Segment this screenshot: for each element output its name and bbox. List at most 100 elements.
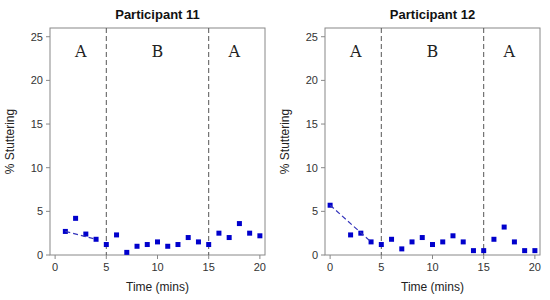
plot-frame xyxy=(325,28,540,255)
y-tick-label: 10 xyxy=(31,162,43,174)
figure: 0 5 10 15 20 0 5 10 15 20 25 A B A Participant 11 Time … xyxy=(0,0,550,300)
x-tick xyxy=(106,255,107,259)
x-tick xyxy=(157,255,158,259)
x-tick-label: 15 xyxy=(478,261,490,273)
y-tick xyxy=(46,211,50,212)
y-tick xyxy=(321,124,325,125)
data-point xyxy=(155,239,160,244)
data-point xyxy=(175,242,180,247)
data-point xyxy=(450,233,455,238)
x-axis-label: Time (mins) xyxy=(126,280,189,294)
x-axis-label: Time (mins) xyxy=(401,280,464,294)
y-axis-label: % Stuttering xyxy=(278,109,292,174)
y-tick-label: 10 xyxy=(306,162,318,174)
y-tick xyxy=(46,167,50,168)
data-point xyxy=(247,231,252,236)
data-point xyxy=(227,235,232,240)
y-tick xyxy=(321,211,325,212)
x-tick-label: 10 xyxy=(426,261,438,273)
x-tick xyxy=(259,255,260,259)
data-point xyxy=(348,232,353,237)
data-point xyxy=(145,242,150,247)
data-point xyxy=(502,225,507,230)
phase-label: B xyxy=(152,42,164,61)
x-tick-label: 5 xyxy=(103,261,109,273)
data-point xyxy=(73,216,78,221)
chart-title: Participant 11 xyxy=(115,7,200,22)
data-point xyxy=(522,248,527,253)
y-tick xyxy=(321,36,325,37)
chart-title: Participant 12 xyxy=(390,7,475,22)
y-tick xyxy=(46,124,50,125)
y-tick-label: 0 xyxy=(312,249,318,261)
y-axis-label: % Stuttering xyxy=(3,109,17,174)
data-point xyxy=(237,221,242,226)
x-tick-label: 20 xyxy=(529,261,541,273)
data-point xyxy=(216,231,221,236)
y-tick-label: 25 xyxy=(31,31,43,43)
data-point xyxy=(104,242,109,247)
data-point xyxy=(196,239,201,244)
y-tick-label: 5 xyxy=(37,205,43,217)
x-tick xyxy=(330,255,331,259)
data-point xyxy=(206,242,211,247)
data-point xyxy=(491,237,496,242)
y-tick xyxy=(46,255,50,256)
phase-label: A xyxy=(74,42,87,61)
data-point xyxy=(257,233,262,238)
phase-line xyxy=(483,28,484,255)
data-point xyxy=(114,232,119,237)
y-tick xyxy=(321,80,325,81)
y-tick-label: 15 xyxy=(31,118,43,130)
x-tick xyxy=(483,255,484,259)
data-point xyxy=(389,237,394,242)
panel: 051015200510152025ABAParticipant 11Time … xyxy=(3,7,266,294)
data-point xyxy=(481,248,486,253)
connecting-line xyxy=(65,231,96,239)
data-point xyxy=(440,239,445,244)
data-point xyxy=(165,244,170,249)
phase-label: A xyxy=(349,42,362,61)
y-tick-label: 20 xyxy=(31,74,43,86)
y-tick-label: 15 xyxy=(306,118,318,130)
x-tick-label: 0 xyxy=(327,261,333,273)
data-point xyxy=(410,239,415,244)
data-point xyxy=(420,235,425,240)
data-point xyxy=(94,237,99,242)
plot-area xyxy=(63,28,263,255)
data-point xyxy=(471,248,476,253)
y-tick-label: 20 xyxy=(306,74,318,86)
x-tick-label: 20 xyxy=(254,261,266,273)
data-point xyxy=(430,242,435,247)
x-tick xyxy=(432,255,433,259)
data-point xyxy=(512,239,517,244)
phase-line xyxy=(208,28,209,255)
connecting-line xyxy=(330,205,371,242)
phase-line xyxy=(381,28,382,255)
data-point xyxy=(124,250,129,255)
plot-frame xyxy=(50,28,265,255)
x-tick-label: 10 xyxy=(151,261,163,273)
y-tick-label: 5 xyxy=(312,205,318,217)
plot-area xyxy=(328,28,538,255)
phase-label: A xyxy=(503,42,516,61)
phase-label: A xyxy=(228,42,241,61)
y-tick xyxy=(46,36,50,37)
x-tick-label: 5 xyxy=(378,261,384,273)
data-point xyxy=(379,242,384,247)
x-tick-label: 15 xyxy=(203,261,215,273)
y-tick-label: 25 xyxy=(306,31,318,43)
data-point xyxy=(532,248,537,253)
x-tick xyxy=(534,255,535,259)
x-tick xyxy=(208,255,209,259)
data-point xyxy=(399,246,404,251)
x-tick xyxy=(381,255,382,259)
x-tick xyxy=(55,255,56,259)
phase-label: B xyxy=(427,42,439,61)
x-tick-label: 0 xyxy=(52,261,58,273)
y-tick xyxy=(46,80,50,81)
phase-line xyxy=(106,28,107,255)
y-tick xyxy=(321,255,325,256)
data-point xyxy=(186,235,191,240)
y-tick xyxy=(321,167,325,168)
